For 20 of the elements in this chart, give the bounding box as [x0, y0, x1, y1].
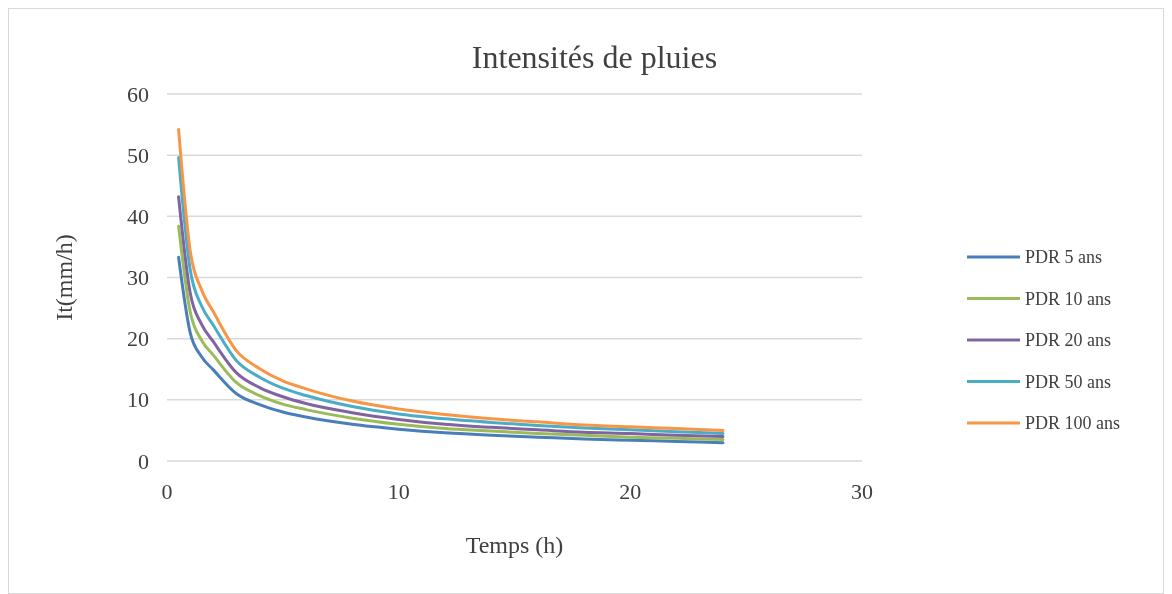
y-tick-label: 30: [127, 265, 149, 290]
y-tick-label: 50: [127, 142, 149, 168]
y-tick-label: 0: [138, 448, 149, 474]
x-tick-label: 30: [851, 478, 873, 504]
legend-label: PDR 50 ans: [1025, 371, 1112, 392]
y-tick-label: 40: [127, 203, 149, 229]
x-tick-label: 20: [619, 478, 642, 504]
y-axis-title: It(mm/h): [51, 234, 77, 321]
y-tick-label: 20: [127, 326, 149, 352]
x-axis-title: Temps (h): [465, 532, 564, 558]
legend-label: PDR 20 ans: [1025, 330, 1112, 350]
x-tick-label: 0: [161, 478, 173, 504]
x-tick-label: 10: [387, 478, 410, 504]
legend-label: PDR 5 ans: [1025, 247, 1103, 267]
y-tick-label: 10: [127, 387, 149, 413]
y-tick-label: 60: [127, 81, 149, 107]
chart-title: Intensités de pluies: [471, 39, 718, 75]
legend-label: PDR 10 ans: [1025, 288, 1112, 309]
legend-label: PDR 100 ans: [1025, 413, 1121, 433]
line-series: [177, 255, 725, 445]
